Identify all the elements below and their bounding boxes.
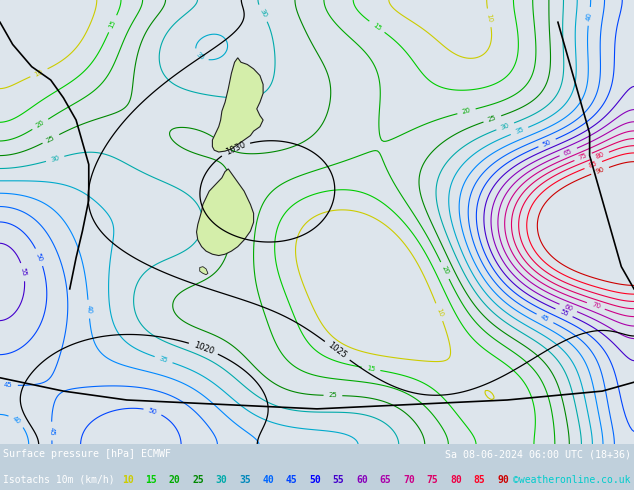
Text: 1025: 1025 — [326, 341, 348, 361]
Text: 40: 40 — [586, 12, 593, 21]
Text: 50: 50 — [35, 252, 44, 262]
Text: 60: 60 — [356, 475, 368, 485]
Text: 80: 80 — [595, 151, 605, 160]
Text: 70: 70 — [403, 475, 415, 485]
Text: 35: 35 — [158, 355, 169, 364]
Text: 90: 90 — [497, 475, 509, 485]
Text: 85: 85 — [474, 475, 486, 485]
Polygon shape — [212, 58, 263, 152]
Text: 10: 10 — [122, 475, 134, 485]
Text: 55: 55 — [559, 308, 569, 318]
Text: 30: 30 — [500, 122, 510, 131]
Text: 50: 50 — [148, 407, 158, 416]
Text: 75: 75 — [427, 475, 439, 485]
Text: 20: 20 — [35, 120, 46, 129]
Text: 45: 45 — [286, 475, 298, 485]
Text: 15: 15 — [372, 22, 382, 32]
Text: 65: 65 — [380, 475, 392, 485]
Text: 40: 40 — [262, 475, 275, 485]
Text: 10: 10 — [486, 13, 493, 23]
Text: 1020: 1020 — [192, 340, 215, 356]
Text: 45: 45 — [4, 382, 13, 389]
Polygon shape — [200, 267, 208, 275]
Text: 65: 65 — [563, 147, 574, 156]
Text: 35: 35 — [239, 475, 251, 485]
Text: ©weatheronline.co.uk: ©weatheronline.co.uk — [514, 475, 631, 485]
Text: 30: 30 — [50, 155, 60, 163]
Text: 20: 20 — [440, 265, 450, 276]
Text: 70: 70 — [591, 301, 601, 310]
Text: 15: 15 — [108, 19, 117, 29]
Text: 55: 55 — [333, 475, 345, 485]
Text: 30: 30 — [258, 8, 268, 19]
Text: 85: 85 — [588, 161, 598, 170]
Polygon shape — [197, 169, 254, 256]
Text: 60: 60 — [563, 303, 574, 313]
Text: 25: 25 — [46, 134, 56, 144]
Text: 55: 55 — [20, 267, 27, 277]
Text: 75: 75 — [578, 152, 588, 161]
Text: 40: 40 — [86, 304, 92, 314]
Text: 25: 25 — [192, 475, 204, 485]
Text: 80: 80 — [450, 475, 462, 485]
Text: 30: 30 — [216, 475, 228, 485]
Text: Surface pressure [hPa] ECMWF: Surface pressure [hPa] ECMWF — [3, 449, 171, 460]
Text: 15: 15 — [366, 365, 376, 372]
Text: 1030: 1030 — [224, 140, 247, 157]
Text: 35: 35 — [514, 126, 525, 135]
Text: 90: 90 — [595, 166, 605, 175]
Text: 15: 15 — [145, 475, 157, 485]
Text: 50: 50 — [309, 475, 321, 485]
Text: 25: 25 — [487, 115, 498, 123]
Text: Sa 08-06-2024 06:00 UTC (18+36): Sa 08-06-2024 06:00 UTC (18+36) — [445, 449, 631, 460]
Text: 40: 40 — [11, 416, 22, 426]
Text: 20: 20 — [169, 475, 181, 485]
Text: 35: 35 — [195, 51, 205, 62]
Text: 50: 50 — [542, 138, 552, 147]
Text: Isotachs 10m (km/h): Isotachs 10m (km/h) — [3, 475, 115, 485]
Text: 45: 45 — [540, 314, 550, 323]
Text: 10: 10 — [34, 68, 44, 77]
Text: 45: 45 — [49, 427, 55, 436]
Text: 25: 25 — [328, 392, 337, 398]
Text: 10: 10 — [435, 307, 444, 318]
Text: 20: 20 — [462, 107, 472, 115]
